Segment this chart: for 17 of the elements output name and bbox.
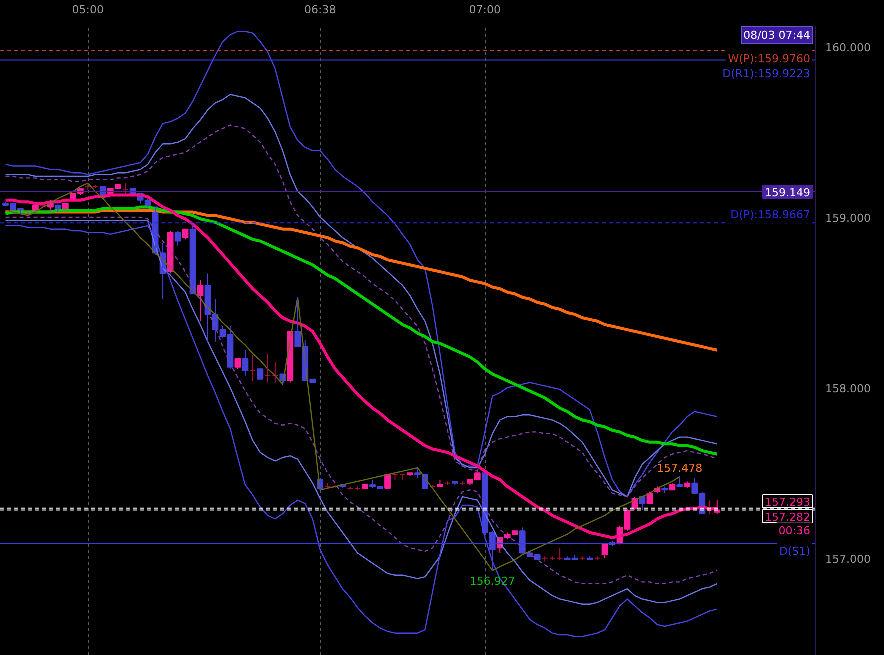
x-tick-label: 06:38 [304, 4, 336, 16]
y-tick-label: 159.000 [826, 212, 871, 225]
ref-line-label: 157.293 [765, 496, 811, 509]
x-tick-label: 05:00 [72, 4, 104, 16]
text: 08/03 07:44 [744, 28, 811, 42]
ref-line-label: 159.149 [765, 186, 811, 200]
ref-line-label: D(R1):159.9223 [722, 67, 811, 80]
ref-line-label: D(P):158.9667 [730, 208, 811, 222]
ref-line-label: 157.282 [765, 510, 811, 524]
y-tick-label: 158.000 [826, 382, 871, 396]
ref-line-label: W(P):159.9760 [728, 52, 811, 66]
annotation: 00:36 [778, 524, 811, 538]
annotation: 157.478 [657, 462, 703, 475]
y-tick-label: 160.000 [826, 41, 871, 54]
y-tick-label: 157.000 [826, 552, 871, 566]
x-tick-label: 07:00 [469, 4, 502, 16]
ref-line-label: D(S1) [779, 544, 811, 558]
